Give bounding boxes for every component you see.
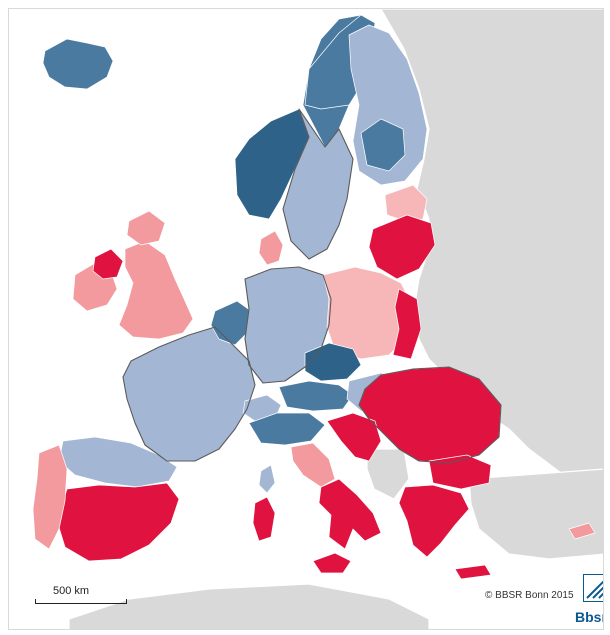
- region-spain: [56, 482, 180, 562]
- region-portugal: [32, 444, 68, 550]
- region-northern-ireland: [92, 248, 124, 280]
- scale-bar-label: 500 km: [53, 585, 90, 597]
- turkey-landmass: [468, 468, 603, 560]
- region-lithuania-poland-east: [368, 214, 436, 280]
- europe-map: [9, 9, 603, 629]
- region-bulgaria: [428, 454, 492, 490]
- region-denmark: [258, 230, 284, 266]
- region-sardinia: [252, 496, 276, 542]
- region-estonia-latvia: [384, 184, 428, 222]
- region-austria: [278, 380, 354, 412]
- region-croatia: [326, 412, 382, 462]
- border-scandinavia: [282, 108, 354, 260]
- region-crete: [454, 564, 492, 580]
- border-balkans: [358, 366, 502, 464]
- region-scotland-north: [126, 210, 166, 246]
- region-poland-east: [392, 288, 422, 360]
- region-finland-south: [360, 118, 406, 172]
- region-sicily: [312, 552, 352, 574]
- region-italy-south: [318, 478, 382, 550]
- map-frame: 500 km © BBSR Bonn 2015 Bbsr: [8, 8, 604, 630]
- region-czechia: [304, 342, 362, 382]
- region-italy-central: [290, 442, 336, 488]
- border-germany: [244, 266, 332, 384]
- region-greece: [398, 484, 470, 558]
- border-france: [122, 326, 256, 462]
- region-italy-north: [248, 412, 326, 446]
- region-iceland: [42, 38, 114, 90]
- region-corsica: [258, 464, 276, 494]
- bbsr-logo-icon: [583, 574, 603, 602]
- region-cyprus: [568, 522, 596, 540]
- north-africa-landmass: [68, 583, 430, 629]
- copyright-text: © BBSR Bonn 2015: [485, 590, 574, 601]
- scale-bar: [35, 599, 127, 604]
- region-uk: [118, 240, 194, 340]
- bbsr-logo-text: Bbsr: [575, 609, 604, 625]
- region-spain-north: [58, 436, 178, 488]
